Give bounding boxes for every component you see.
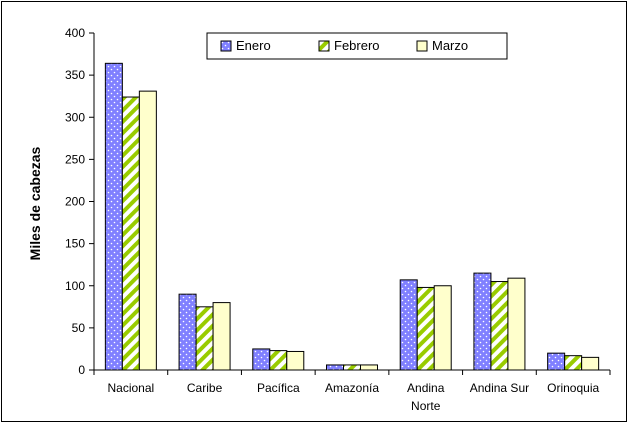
x-tick-label: Nacional	[108, 381, 155, 395]
bar	[269, 350, 288, 371]
bar-chart: Miles de cabezas 0 50 100 150 200 250 300 350 40…	[27, 26, 611, 413]
y-tick-label: 150	[65, 237, 85, 251]
y-tick-label: 0	[78, 363, 85, 377]
y-axis-title: Miles de cabezas	[27, 146, 43, 260]
x-tick-label: Amazonía	[325, 381, 379, 395]
bar	[195, 306, 214, 371]
bar	[252, 348, 271, 371]
y-tick-label: 350	[65, 68, 85, 82]
x-tick-label: Andina Sur	[470, 381, 529, 395]
y-axis-label: Miles de cabezas	[27, 146, 43, 260]
x-tick-label: Orinoquia	[547, 381, 599, 395]
y-tick-label: 400	[65, 26, 85, 40]
x-tick-label: Caribe	[187, 381, 223, 395]
bar	[433, 285, 452, 371]
bar	[212, 302, 231, 371]
legend-swatch	[318, 40, 330, 52]
bar	[564, 355, 583, 371]
bar	[286, 350, 305, 371]
bar	[343, 364, 361, 371]
legend-swatch	[220, 40, 232, 52]
bar	[121, 96, 140, 371]
x-tick-label: Norte	[411, 399, 441, 413]
bar	[581, 356, 600, 371]
legend-box	[206, 32, 508, 60]
legend-swatch	[416, 40, 428, 52]
bar	[416, 286, 435, 371]
y-tick-label: 300	[65, 110, 85, 124]
legend-label: Febrero	[334, 38, 380, 53]
bar	[473, 272, 492, 371]
x-tick-label: Andina	[407, 381, 445, 395]
y-tick-label: 250	[65, 152, 85, 166]
legend-label: Marzo	[432, 38, 468, 53]
bar	[490, 281, 509, 371]
legend-label: Enero	[236, 38, 271, 53]
y-tick-label: 200	[65, 195, 85, 209]
y-tick-label: 50	[72, 321, 86, 335]
plot-area: 0 50 100 150 200 250 300 350 400 Nacional Caribe Pa…	[65, 26, 611, 413]
bar	[547, 352, 566, 371]
bar	[507, 277, 526, 371]
bar	[138, 90, 157, 371]
bar	[104, 62, 123, 371]
bar	[178, 293, 197, 371]
y-tick-label: 100	[65, 279, 85, 293]
x-tick-label: Pacífica	[257, 381, 300, 395]
bar	[399, 279, 418, 371]
bar	[326, 364, 344, 371]
bar	[360, 364, 378, 371]
legend: Enero Febrero Marzo	[206, 32, 508, 60]
